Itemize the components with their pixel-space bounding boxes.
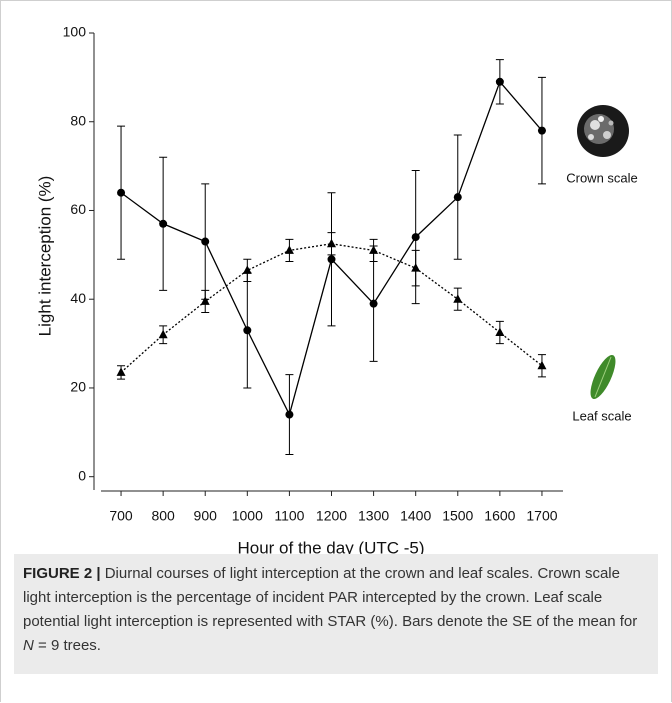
x-tick-label: 1300 [358,508,389,524]
caption-label: FIGURE 2 | [23,565,101,582]
x-tick-label: 1500 [442,508,473,524]
x-tick-label: 700 [109,508,133,524]
y-tick-label: 20 [70,379,86,395]
y-tick-label: 100 [63,24,87,40]
crown-icon [577,105,629,157]
series-line [120,243,543,373]
x-tick-label: 1700 [526,508,557,524]
marker [243,326,252,335]
x-axis-title: Hour of the day (UTC -5) [237,538,424,554]
x-tick-label: 1100 [274,508,304,524]
marker [116,367,126,376]
caption-text: Diurnal courses of light interception at… [23,565,638,630]
marker [411,233,420,242]
y-tick-label: 60 [70,201,86,217]
leaf-icon [590,354,616,400]
marker [285,410,294,419]
marker [117,188,126,197]
marker [495,327,505,336]
marker [453,294,463,303]
marker [369,299,378,308]
marker [158,329,168,339]
marker [200,296,210,305]
marker [327,238,336,248]
caption-italic: N [23,637,34,654]
y-tick-label: 0 [78,467,86,483]
marker [537,126,546,135]
x-tick-label: 1600 [484,508,515,524]
series-label: Crown scale [566,170,638,185]
marker [453,193,462,202]
x-tick-label: 1000 [232,508,263,524]
marker [242,265,252,274]
x-tick-label: 800 [151,508,175,524]
chart: Hour of the day (UTC -5) Light intercept… [35,24,638,554]
marker [369,245,379,254]
marker [495,77,504,86]
x-tick-label: 900 [194,508,218,524]
x-tick-label: 1400 [400,508,431,524]
marker [537,360,547,370]
x-tick-label: 1200 [316,508,347,524]
marker [327,255,336,264]
caption-tail: = 9 trees. [33,637,101,654]
marker [284,245,294,254]
marker [411,263,421,272]
y-tick-label: 80 [70,112,86,128]
marker [201,237,210,246]
y-axis-title: Light interception (%) [35,176,54,337]
caption: FIGURE 2 | Diurnal courses of light inte… [14,554,658,674]
series-label: Leaf scale [572,408,631,423]
marker [159,219,168,228]
y-tick-label: 40 [70,290,86,306]
